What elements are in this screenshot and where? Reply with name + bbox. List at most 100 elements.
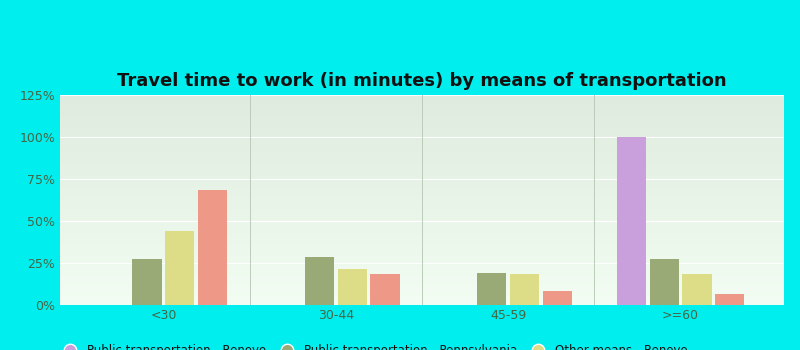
Bar <box>60 240 784 241</box>
Bar <box>60 117 784 118</box>
Bar <box>60 135 784 137</box>
Bar <box>60 138 784 139</box>
Bar <box>60 229 784 230</box>
Bar <box>60 190 784 191</box>
Bar <box>60 205 784 206</box>
Bar <box>60 206 784 207</box>
Bar <box>60 236 784 237</box>
Bar <box>60 219 784 220</box>
Bar <box>60 119 784 120</box>
Bar <box>60 230 784 231</box>
Bar <box>60 156 784 158</box>
Bar <box>60 209 784 210</box>
Bar <box>60 133 784 134</box>
Bar <box>60 227 784 228</box>
Bar <box>60 113 784 114</box>
Bar <box>60 153 784 154</box>
Bar <box>60 98 784 99</box>
Bar <box>60 299 784 300</box>
Bar <box>60 270 784 271</box>
Bar <box>60 97 784 98</box>
Bar <box>60 167 784 168</box>
Bar <box>60 258 784 259</box>
Bar <box>60 154 784 155</box>
Bar <box>338 269 367 304</box>
Bar <box>60 274 784 275</box>
Bar <box>60 151 784 152</box>
Bar <box>60 296 784 297</box>
Bar <box>60 257 784 258</box>
Bar <box>60 213 784 214</box>
Bar <box>60 155 784 156</box>
Bar <box>60 139 784 140</box>
Bar <box>60 172 784 173</box>
Bar <box>60 188 784 189</box>
Bar <box>60 144 784 145</box>
Bar <box>60 102 784 103</box>
Bar <box>60 120 784 121</box>
Bar <box>60 148 784 149</box>
Bar <box>60 235 784 236</box>
Bar <box>60 125 784 126</box>
Bar <box>60 99 784 100</box>
Bar <box>60 295 784 296</box>
Bar <box>60 302 784 303</box>
Bar <box>650 259 679 304</box>
Bar <box>60 290 784 291</box>
Bar <box>60 143 784 144</box>
Bar <box>60 103 784 104</box>
Bar <box>60 280 784 281</box>
Bar <box>60 114 784 116</box>
Bar <box>60 267 784 268</box>
Bar <box>542 291 572 304</box>
Bar <box>60 124 784 125</box>
Bar <box>60 130 784 131</box>
Bar <box>60 192 784 193</box>
Bar <box>60 271 784 272</box>
Bar <box>60 279 784 280</box>
Bar <box>60 250 784 251</box>
Bar <box>60 132 784 133</box>
Bar <box>60 146 784 147</box>
Bar <box>60 185 784 186</box>
Bar <box>60 222 784 223</box>
Bar <box>60 254 784 255</box>
Bar <box>60 282 784 284</box>
Bar <box>60 228 784 229</box>
Bar <box>60 177 784 178</box>
Bar <box>60 291 784 292</box>
Bar <box>60 275 784 276</box>
Bar <box>60 169 784 170</box>
Bar <box>60 238 784 239</box>
Bar <box>60 149 784 150</box>
Bar <box>60 220 784 222</box>
Bar <box>60 211 784 212</box>
Bar <box>60 110 784 111</box>
Bar <box>60 231 784 232</box>
Bar <box>60 173 784 174</box>
Bar <box>60 215 784 216</box>
Bar <box>60 214 784 215</box>
Bar <box>60 272 784 273</box>
Bar <box>60 111 784 112</box>
Bar <box>60 284 784 285</box>
Bar <box>617 136 646 304</box>
Bar <box>60 162 784 163</box>
Bar <box>60 225 784 226</box>
Bar <box>370 274 399 304</box>
Bar <box>60 239 784 240</box>
Bar <box>60 217 784 218</box>
Bar <box>60 134 784 135</box>
Bar <box>60 161 784 162</box>
Bar <box>60 253 784 254</box>
Bar <box>60 158 784 159</box>
Bar <box>60 131 784 132</box>
Bar <box>60 191 784 192</box>
Bar <box>60 104 784 105</box>
Bar <box>60 101 784 102</box>
Bar <box>60 294 784 295</box>
Bar <box>60 285 784 286</box>
Bar <box>60 196 784 197</box>
Bar <box>60 287 784 288</box>
Bar <box>60 183 784 184</box>
